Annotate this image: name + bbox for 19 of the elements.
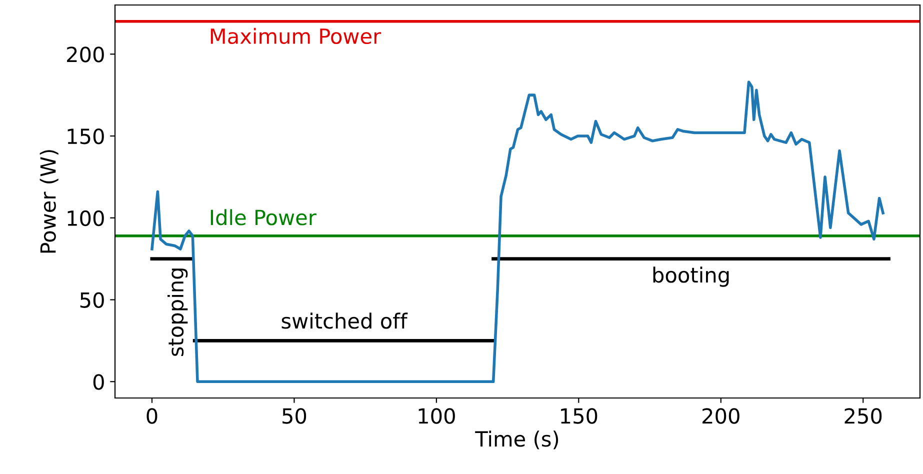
x-tick-label: 250 bbox=[844, 408, 882, 424]
y-tick-label: 50 bbox=[80, 292, 104, 308]
ref-line-label: Idle Power bbox=[210, 209, 316, 226]
x-tick-label: 50 bbox=[282, 408, 306, 424]
x-tick-label: 200 bbox=[702, 408, 740, 424]
series-label: switched off bbox=[282, 312, 408, 329]
y-tick-label: 200 bbox=[67, 46, 104, 62]
line-series bbox=[150, 80, 884, 384]
y-axis-title: Power (W) bbox=[40, 150, 58, 253]
x-axis-title: Time (s) bbox=[475, 430, 558, 450]
text: stopping bbox=[168, 268, 188, 356]
x-tick-label: 100 bbox=[418, 408, 455, 424]
y-tick-label: 100 bbox=[68, 210, 104, 226]
y-tick-label: 150 bbox=[68, 128, 104, 144]
x-tick-label: 150 bbox=[561, 408, 598, 424]
series-label: booting bbox=[653, 266, 729, 287]
y-tick-label: 0 bbox=[93, 374, 104, 390]
x-tick-label: 0 bbox=[146, 408, 158, 424]
ref-line-label: Maximum Power bbox=[210, 28, 382, 44]
